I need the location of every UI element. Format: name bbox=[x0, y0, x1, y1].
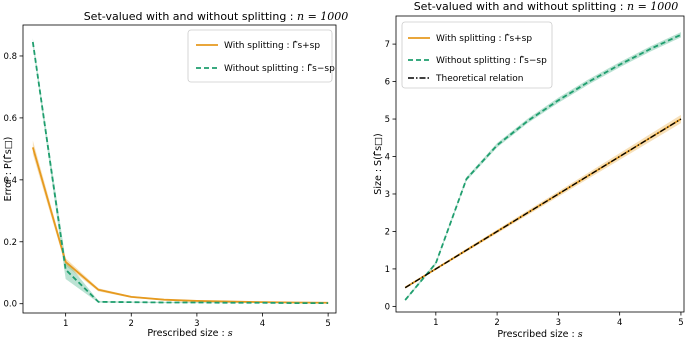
y-tick-label: 2 bbox=[385, 227, 390, 237]
x-tick-label: 3 bbox=[556, 318, 561, 328]
plot-frame bbox=[22, 24, 337, 314]
series-line-1 bbox=[31, 41, 329, 304]
y-axis-label: Error : P(Γ̂s□) bbox=[3, 137, 14, 202]
legend-label-with-splitting: With splitting : Γ̂s+sp bbox=[436, 33, 532, 44]
chart-title: Set-valued with and without splitting : … bbox=[84, 10, 349, 23]
x-tick-label: 1 bbox=[433, 318, 438, 328]
series-line-2 bbox=[404, 118, 682, 289]
y-tick-label: 0.4 bbox=[3, 176, 17, 186]
y-tick-label: 5 bbox=[385, 115, 390, 125]
x-tick-label: 2 bbox=[494, 318, 499, 328]
x-axis-label: Prescribed size : s bbox=[497, 329, 582, 340]
x-tick-label: 5 bbox=[678, 318, 683, 328]
y-tick-label: 0 bbox=[385, 302, 390, 312]
legend-box bbox=[401, 21, 553, 89]
x-tick-label: 4 bbox=[260, 319, 265, 329]
axis-ticks: 1 2 3 4 5 0.0 0.2 0.4 0.6 0.8 bbox=[3, 52, 330, 329]
axis-ticks: 1 2 3 4 5 0 1 2 3 4 5 6 7 bbox=[385, 40, 684, 328]
x-axis-label: Prescribed size : s bbox=[147, 328, 232, 339]
y-tick-label: 0.6 bbox=[3, 114, 17, 124]
legend-label-with-splitting: With splitting : Γ̂s+sp bbox=[224, 40, 320, 51]
legend-label-without-splitting: Without splitting : Γ̂s−sp bbox=[224, 63, 335, 74]
series-line-1 bbox=[404, 33, 682, 301]
legend: With splitting : Γ̂s+sp Without splittin… bbox=[187, 29, 335, 83]
legend: With splitting : Γ̂s+sp Without splittin… bbox=[401, 21, 553, 89]
y-tick-label: 4 bbox=[385, 153, 390, 163]
y-tick-label: 0.0 bbox=[3, 300, 17, 310]
legend-box bbox=[187, 29, 333, 83]
y-tick-label: 0.2 bbox=[3, 238, 17, 248]
size-chart: Set-valued with and without splitting : … bbox=[373, 0, 685, 340]
y-tick-label: 3 bbox=[385, 190, 390, 200]
error-chart: Set-valued with and without splitting : … bbox=[3, 10, 348, 339]
x-tick-label: 5 bbox=[325, 319, 330, 329]
y-tick-label: 1 bbox=[385, 265, 390, 275]
x-tick-label: 2 bbox=[129, 319, 134, 329]
series-lines bbox=[31, 41, 329, 304]
legend-label-theoretical: Theoretical relation bbox=[435, 74, 523, 84]
plot-frame bbox=[395, 15, 685, 313]
y-tick-label: 0.8 bbox=[3, 52, 17, 62]
y-tick-label: 6 bbox=[385, 78, 390, 88]
x-tick-label: 4 bbox=[617, 318, 622, 328]
legend-label-without-splitting: Without splitting : Γ̂s−sp bbox=[436, 55, 547, 66]
series-lines bbox=[404, 33, 682, 301]
x-tick-label: 1 bbox=[63, 319, 68, 329]
x-tick-label: 3 bbox=[194, 319, 199, 329]
y-axis-label: Size : S(Γ̂s□) bbox=[373, 133, 384, 194]
chart-title: Set-valued with and without splitting : … bbox=[414, 0, 679, 13]
y-tick-label: 7 bbox=[385, 40, 390, 50]
